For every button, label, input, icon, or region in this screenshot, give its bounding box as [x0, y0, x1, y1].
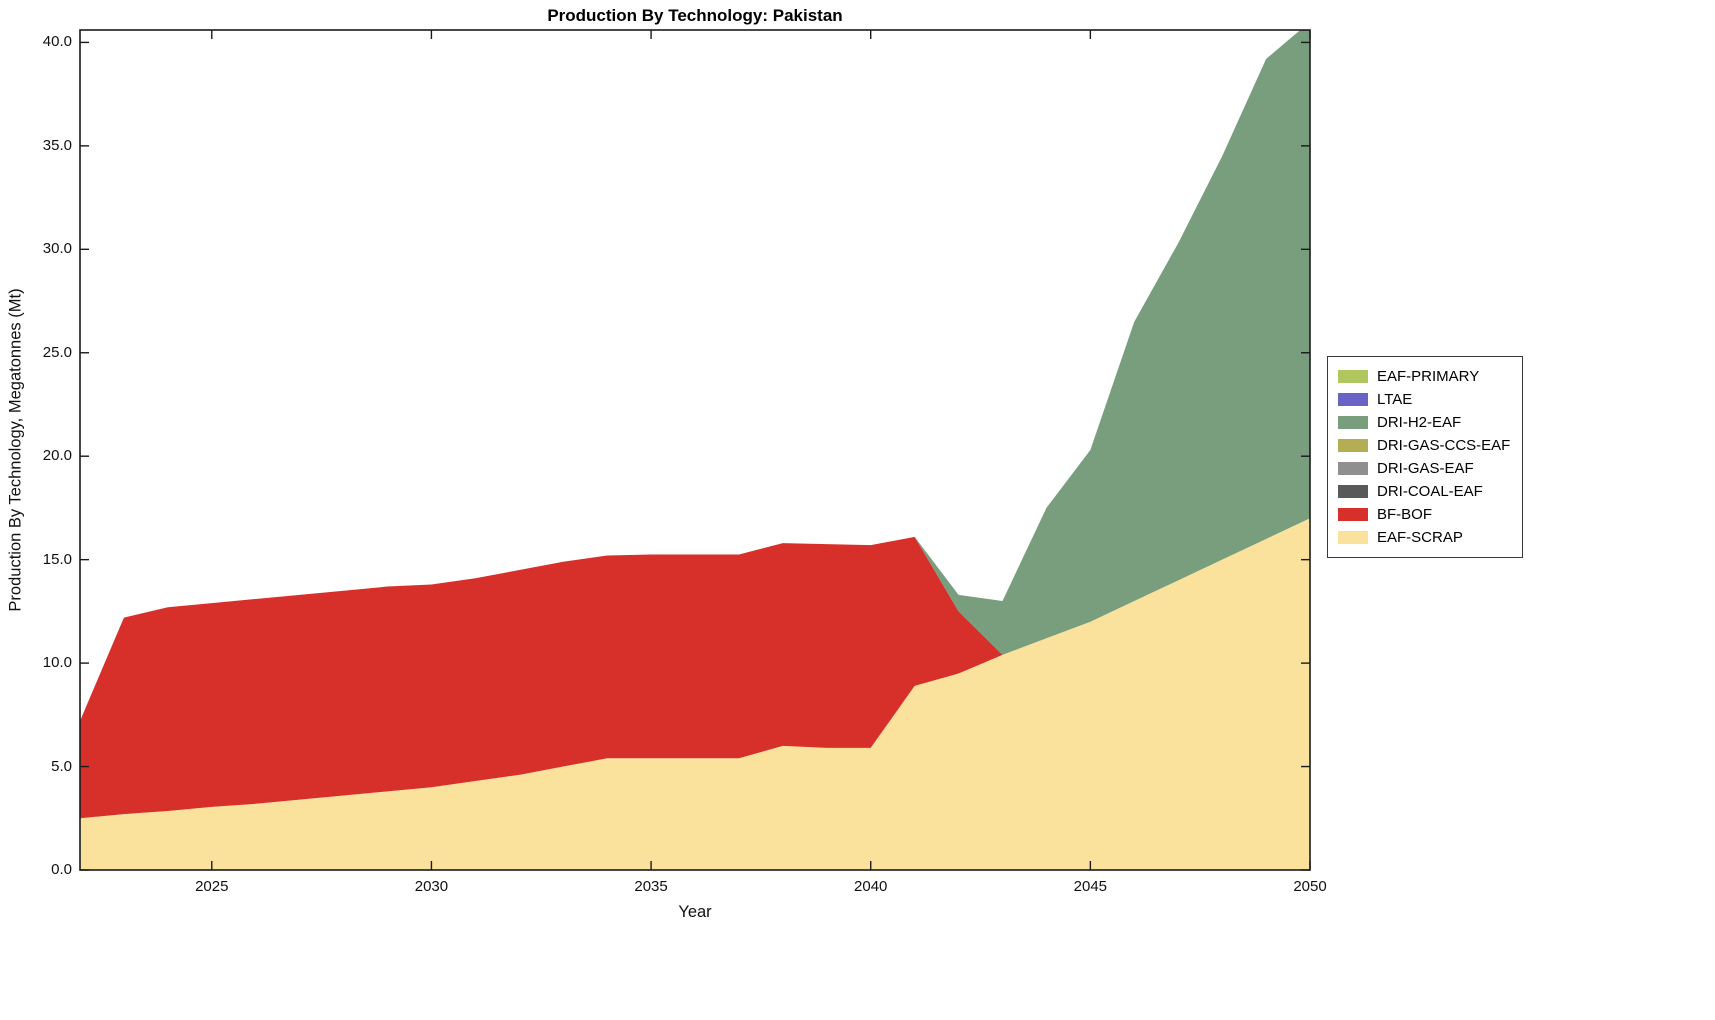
legend-swatch: [1338, 393, 1368, 406]
y-tick-label: 25.0: [42, 343, 72, 361]
y-tick-label: 5.0: [51, 757, 72, 775]
legend-label: LTAE: [1377, 391, 1413, 408]
legend-item-dri-h2-eaf: DRI-H2-EAF: [1338, 411, 1510, 434]
area-bf-bof: [80, 518, 1310, 819]
legend-swatch: [1338, 416, 1368, 429]
legend-item-bf-bof: BF-BOF: [1338, 503, 1510, 526]
plot-area: [80, 30, 1310, 870]
legend-label: DRI-GAS-EAF: [1377, 460, 1474, 477]
legend-swatch: [1338, 485, 1368, 498]
legend-item-eaf-scrap: EAF-SCRAP: [1338, 526, 1510, 549]
y-tick-label: 0.0: [51, 861, 72, 878]
legend-swatch: [1338, 531, 1368, 544]
legend-swatch: [1338, 462, 1368, 475]
legend-item-dri-gas-ccs-eaf: DRI-GAS-CCS-EAF: [1338, 434, 1510, 457]
legend-label: DRI-H2-EAF: [1377, 414, 1462, 431]
x-tick-label: 2030: [414, 878, 449, 895]
y-tick-label: 15.0: [42, 550, 72, 568]
legend: EAF-PRIMARY LTAE DRI-H2-EAF DRI-GAS-CCS-EAF…: [1327, 356, 1524, 558]
y-tick-label: 30.0: [42, 240, 72, 258]
y-tick-label: 20.0: [42, 447, 72, 465]
x-axis-label: Year: [678, 903, 712, 921]
y-tick-label: 10.0: [42, 654, 72, 672]
legend-label: EAF-SCRAP: [1377, 529, 1463, 546]
legend-item-eaf-primary: EAF-PRIMARY: [1338, 365, 1510, 388]
legend-swatch: [1338, 508, 1368, 521]
y-tick-label: 40.0: [42, 33, 72, 51]
legend-item-ltae: LTAE: [1338, 388, 1510, 411]
legend-item-dri-coal-eaf: DRI-COAL-EAF: [1338, 480, 1510, 503]
x-tick-label: 2035: [634, 878, 668, 895]
area-eaf-scrap: [80, 518, 1310, 870]
x-tick-label: 2040: [854, 878, 888, 895]
legend-item-dri-gas-eaf: DRI-GAS-EAF: [1338, 457, 1510, 480]
legend-label: EAF-PRIMARY: [1377, 368, 1480, 385]
legend-swatch: [1338, 439, 1368, 452]
plot-box: [79, 29, 1311, 871]
legend-label: DRI-COAL-EAF: [1377, 483, 1483, 500]
chart-title: Production By Technology: Pakistan: [547, 6, 843, 25]
x-tick-label: 2050: [1293, 878, 1327, 895]
legend-swatch: [1338, 370, 1368, 383]
y-tick-label: 35.0: [42, 136, 72, 154]
legend-label: BF-BOF: [1377, 506, 1432, 523]
x-tick-label: 2045: [1073, 878, 1108, 895]
x-tick-label: 2025: [195, 878, 229, 895]
legend-label: DRI-GAS-CCS-EAF: [1377, 437, 1511, 454]
